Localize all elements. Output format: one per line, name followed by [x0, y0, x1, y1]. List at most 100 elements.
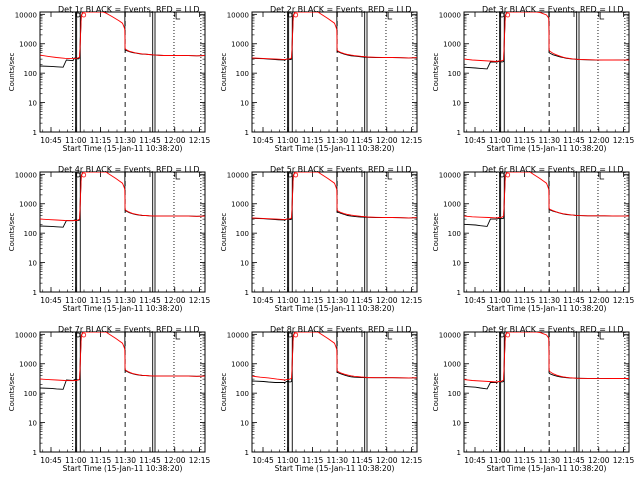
x-tick-label: 10:45: [464, 296, 486, 305]
x-tick-label: 11:15: [302, 136, 324, 145]
y-tick-label: 100: [448, 230, 461, 238]
x-tick-label: 11:45: [351, 296, 373, 305]
panel-det-3: 1 10 100 1000 10000 10:45 11:00 11:15 11:30 11:45…: [432, 5, 635, 153]
y-axis-label: Counts/sec: [8, 373, 16, 412]
attenuator-marker: [499, 332, 505, 338]
panel-title: Det 2r BLACK = Events, RED = LLD: [270, 5, 412, 14]
y-axis-label: Counts/sec: [220, 213, 228, 252]
panel-det-1: 1 10 100 1000 10000 10:45 11:00 11:15 11:30 11:45…: [8, 5, 211, 153]
events-series: [40, 172, 205, 228]
x-tick-label: 12:15: [189, 136, 211, 145]
y-tick-label: 10: [240, 100, 249, 108]
state-bracket: [175, 12, 181, 20]
x-tick-label: 12:00: [588, 296, 610, 305]
x-tick-label: 12:00: [376, 136, 398, 145]
x-tick-label: 11:00: [489, 136, 511, 145]
panel-title: Det 4r BLACK = Events, RED = LLD: [58, 165, 200, 174]
y-tick-label: 1000: [443, 361, 461, 369]
x-tick-label: 10:45: [252, 456, 274, 465]
y-tick-label: 1: [457, 449, 461, 457]
x-tick-label: 12:00: [588, 456, 610, 465]
x-tick-label: 11:30: [326, 136, 348, 145]
y-tick-label: 10000: [15, 11, 37, 19]
x-tick-label: 11:00: [65, 136, 87, 145]
state-bracket: [599, 332, 605, 340]
x-tick-label: 11:15: [90, 136, 112, 145]
y-tick-label: 1: [245, 449, 249, 457]
x-tick-label: 11:15: [90, 296, 112, 305]
y-tick-label: 10: [240, 260, 249, 268]
x-axis-label: Start Time (15-Jan-11 10:38:20): [487, 144, 607, 153]
lld-series: [464, 332, 629, 383]
panel-det-5: 1 10 100 1000 10000 10:45 11:00 11:15 11:30 11:45…: [220, 165, 423, 313]
y-tick-label: 100: [24, 390, 37, 398]
attenuator-marker: [287, 12, 293, 18]
events-series: [464, 332, 629, 390]
y-tick-label: 10: [452, 100, 461, 108]
x-tick-label: 12:00: [376, 456, 398, 465]
panel-title: Det 7r BLACK = Events, RED = LLD: [58, 325, 200, 334]
y-axis-label: Counts/sec: [220, 373, 228, 412]
plot-frame: [39, 11, 206, 133]
y-tick-label: 1000: [19, 361, 37, 369]
x-axis-label: Start Time (15-Jan-11 10:38:20): [275, 304, 395, 313]
state-bracket: [175, 332, 181, 340]
attenuator-marker: [75, 332, 81, 338]
y-tick-label: 10000: [15, 171, 37, 179]
x-tick-label: 10:45: [40, 136, 62, 145]
attenuator-marker: [499, 172, 505, 178]
x-tick-label: 10:45: [40, 456, 62, 465]
x-tick-label: 10:45: [464, 136, 486, 145]
y-tick-label: 1: [33, 449, 37, 457]
y-tick-label: 10000: [227, 11, 249, 19]
events-series: [464, 172, 629, 227]
x-tick-label: 10:45: [252, 136, 274, 145]
x-tick-label: 11:45: [139, 456, 161, 465]
y-axis-label: Counts/sec: [432, 373, 440, 412]
x-tick-label: 12:15: [189, 456, 211, 465]
y-tick-label: 10000: [439, 171, 461, 179]
lld-series: [40, 12, 205, 60]
y-tick-label: 10: [240, 420, 249, 428]
x-axis-label: Start Time (15-Jan-11 10:38:20): [275, 464, 395, 473]
x-tick-label: 12:15: [401, 456, 423, 465]
y-tick-label: 1000: [231, 201, 249, 209]
panel-title: Det 8r BLACK = Events, RED = LLD: [270, 325, 412, 334]
x-tick-label: 11:00: [277, 296, 299, 305]
x-tick-label: 12:00: [164, 456, 186, 465]
plot-frame: [251, 11, 418, 133]
y-tick-label: 1000: [19, 41, 37, 49]
x-tick-label: 11:45: [139, 136, 161, 145]
state-bracket: [387, 172, 393, 180]
panel-title: Det 6r BLACK = Events, RED = LLD: [482, 165, 624, 174]
x-tick-label: 11:45: [563, 136, 585, 145]
panel-det-7: 1 10 100 1000 10000 10:45 11:00 11:15 11:30 11:45…: [8, 325, 211, 473]
x-tick-label: 11:30: [114, 136, 136, 145]
events-series: [252, 12, 417, 61]
lld-series: [40, 172, 205, 222]
panel-title: Det 1r BLACK = Events, RED = LLD: [58, 5, 200, 14]
plot-frame: [463, 331, 630, 453]
x-axis-label: Start Time (15-Jan-11 10:38:20): [487, 304, 607, 313]
x-tick-label: 11:30: [538, 456, 560, 465]
attenuator-marker: [287, 172, 293, 178]
x-tick-label: 12:00: [164, 296, 186, 305]
attenuator-marker: [75, 172, 81, 178]
x-tick-label: 11:15: [514, 296, 536, 305]
y-axis-label: Counts/sec: [8, 213, 16, 252]
y-axis-label: Counts/sec: [432, 53, 440, 92]
events-series: [40, 12, 205, 68]
panel-det-2: 1 10 100 1000 10000 10:45 11:00 11:15 11:30 11:45…: [220, 5, 423, 153]
attenuator-marker: [499, 12, 505, 18]
x-tick-label: 11:00: [277, 456, 299, 465]
plot-frame: [463, 171, 630, 293]
x-tick-label: 12:15: [189, 296, 211, 305]
panel-det-9: 1 10 100 1000 10000 10:45 11:00 11:15 11:30 11:45…: [432, 325, 635, 473]
state-bracket: [599, 12, 605, 20]
x-tick-label: 11:15: [514, 136, 536, 145]
y-tick-label: 100: [236, 230, 249, 238]
x-tick-label: 11:15: [302, 456, 324, 465]
y-tick-label: 10: [452, 420, 461, 428]
x-axis-label: Start Time (15-Jan-11 10:38:20): [63, 304, 183, 313]
panel-det-4: 1 10 100 1000 10000 10:45 11:00 11:15 11:30 11:45…: [8, 165, 211, 313]
